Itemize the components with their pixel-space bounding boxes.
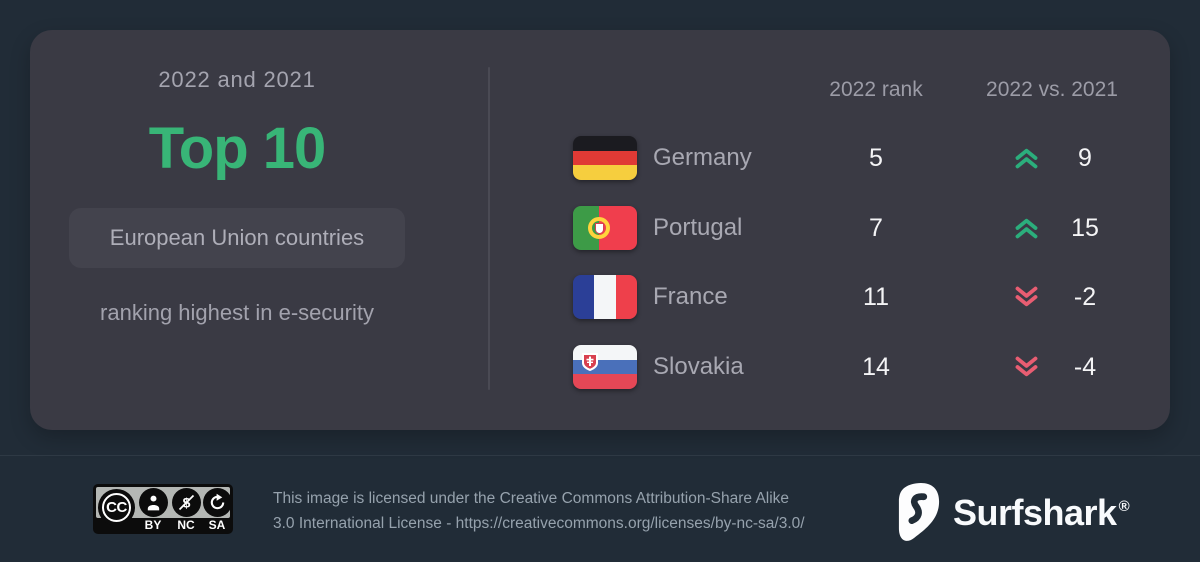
cc-by-person-icon bbox=[139, 488, 168, 517]
change-value: 15 bbox=[1071, 214, 1099, 242]
surfshark-logo: Surfshark ® bbox=[897, 481, 1130, 545]
scope-pill-label: European Union countries bbox=[109, 225, 365, 250]
change-value: 9 bbox=[1078, 144, 1092, 172]
rank-value: 14 bbox=[862, 353, 890, 381]
column-header-rank: 2022 rank bbox=[829, 78, 923, 101]
vertical-divider bbox=[488, 67, 490, 390]
table-row: Portugal 7 15 bbox=[30, 206, 1170, 250]
trend-down-icon bbox=[1008, 275, 1044, 319]
cc-by-label: BY bbox=[144, 518, 162, 532]
surfshark-mark-icon bbox=[898, 482, 940, 541]
table-row: Slovakia 14 -4 bbox=[30, 345, 1170, 389]
slovakia-emblem bbox=[582, 353, 598, 371]
title-panel: 2022 and 2021 Top 10 European Union coun… bbox=[30, 30, 444, 430]
change-value: -4 bbox=[1073, 353, 1097, 381]
country-label: Slovakia bbox=[653, 353, 744, 380]
table-row: Germany 5 9 bbox=[30, 136, 1170, 180]
cc-nc-dollar-icon: $ bbox=[172, 488, 201, 517]
rank-value: 11 bbox=[863, 283, 889, 311]
slovakia-flag-icon bbox=[573, 345, 637, 389]
cc-badge-labels: BY NC SA bbox=[93, 518, 233, 533]
change-value: -2 bbox=[1073, 283, 1097, 311]
trend-down-icon bbox=[1008, 345, 1044, 389]
license-line-1: This image is licensed under the Creativ… bbox=[273, 490, 790, 507]
footer-divider bbox=[0, 455, 1200, 456]
scope-pill: European Union countries bbox=[69, 208, 405, 268]
trend-up-icon bbox=[1008, 206, 1044, 250]
rank-value: 7 bbox=[869, 214, 883, 242]
country-label: Germany bbox=[653, 144, 752, 171]
country-label: Portugal bbox=[653, 214, 743, 241]
subtitle: ranking highest in e-security bbox=[100, 300, 374, 325]
eyebrow-label: 2022 and 2021 bbox=[158, 67, 316, 92]
brand-name: Surfshark ® bbox=[953, 492, 1130, 533]
germany-flag-icon bbox=[573, 136, 637, 180]
france-flag-icon bbox=[573, 275, 637, 319]
trend-up-icon bbox=[1008, 136, 1044, 180]
rank-value: 5 bbox=[869, 144, 883, 172]
infographic-card: 2022 and 2021 Top 10 European Union coun… bbox=[30, 30, 1170, 430]
cc-icon: CC bbox=[98, 489, 135, 526]
license-text: This image is licensed under the Creativ… bbox=[273, 487, 805, 536]
cc-nc-label: NC bbox=[177, 518, 195, 532]
license-line-2: 3.0 International License - https://crea… bbox=[273, 514, 805, 532]
cc-sa-arrow-icon bbox=[203, 488, 232, 517]
cc-license-badge: CC $ BY NC SA bbox=[93, 484, 233, 534]
cc-sa-label: SA bbox=[208, 518, 226, 532]
column-header-vs: 2022 vs. 2021 bbox=[986, 78, 1118, 101]
portugal-flag-icon bbox=[573, 206, 637, 250]
registered-trademark: ® bbox=[1118, 498, 1130, 515]
table-row: France 11 -2 bbox=[30, 275, 1170, 319]
country-label: France bbox=[653, 283, 728, 310]
page-title: Top 10 bbox=[148, 116, 327, 181]
